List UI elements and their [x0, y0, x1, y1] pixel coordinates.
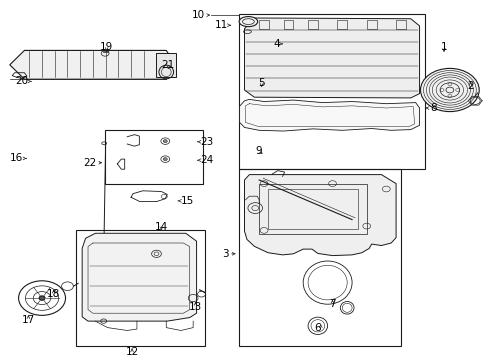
Circle shape — [163, 140, 167, 143]
Bar — [366, 20, 376, 29]
Text: 2: 2 — [466, 81, 473, 91]
Text: 18: 18 — [47, 289, 61, 300]
Text: 24: 24 — [200, 155, 213, 165]
Text: 19: 19 — [100, 42, 113, 52]
Text: 5: 5 — [258, 78, 264, 88]
Text: 10: 10 — [192, 10, 205, 20]
Text: 4: 4 — [272, 39, 279, 49]
Polygon shape — [244, 175, 395, 256]
Bar — [102, 51, 107, 52]
Text: 1: 1 — [440, 42, 447, 52]
Text: 8: 8 — [429, 103, 436, 113]
Bar — [337, 20, 346, 29]
Text: 11: 11 — [214, 20, 227, 30]
Text: 21: 21 — [161, 60, 175, 70]
Circle shape — [39, 296, 45, 300]
Bar — [307, 20, 317, 29]
Text: 9: 9 — [255, 146, 262, 156]
Bar — [238, 169, 400, 346]
Text: 15: 15 — [181, 196, 194, 206]
Bar — [259, 20, 268, 29]
Bar — [238, 14, 425, 169]
Polygon shape — [239, 99, 419, 131]
Text: 13: 13 — [188, 302, 202, 312]
Text: 3: 3 — [222, 249, 228, 259]
Circle shape — [420, 68, 478, 112]
Bar — [76, 230, 205, 346]
Bar — [395, 20, 405, 29]
Bar — [105, 130, 203, 184]
Bar — [156, 53, 176, 77]
Text: 14: 14 — [154, 222, 168, 232]
Bar — [259, 184, 366, 234]
Text: 20: 20 — [15, 76, 28, 86]
Polygon shape — [10, 50, 176, 79]
Text: 7: 7 — [328, 299, 335, 309]
Text: 16: 16 — [10, 153, 23, 163]
Text: 23: 23 — [200, 137, 213, 147]
Bar — [267, 189, 358, 229]
Text: 6: 6 — [313, 323, 320, 333]
Polygon shape — [82, 233, 196, 321]
Ellipse shape — [239, 17, 257, 27]
Circle shape — [163, 158, 167, 161]
Bar — [283, 20, 293, 29]
Text: 12: 12 — [125, 347, 139, 357]
Text: 17: 17 — [21, 315, 35, 325]
Polygon shape — [244, 18, 419, 98]
Text: 22: 22 — [83, 158, 97, 168]
